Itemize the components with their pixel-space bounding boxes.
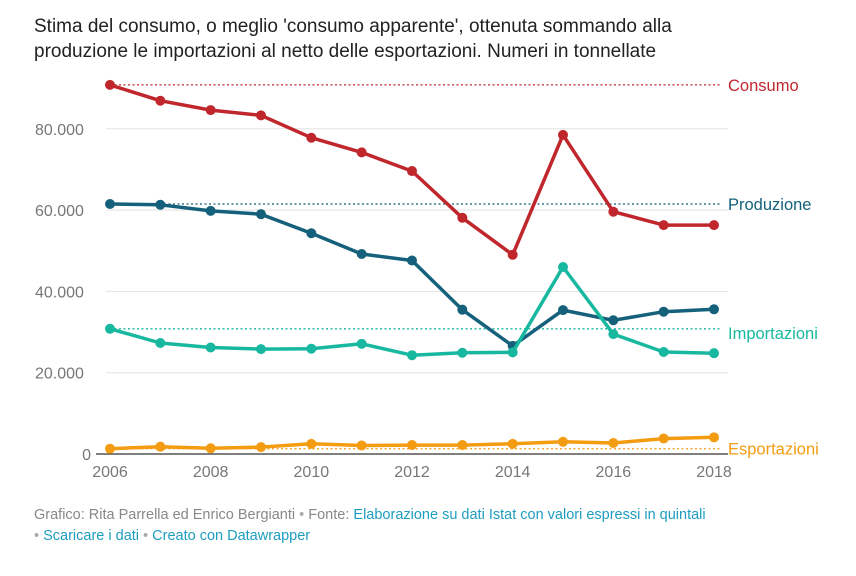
- data-point: [558, 305, 568, 316]
- data-point: [407, 440, 417, 451]
- data-point: [256, 110, 266, 121]
- data-point: [256, 442, 266, 453]
- data-point: [558, 262, 568, 272]
- y-tick-label: 20.000: [35, 366, 84, 383]
- data-point: [608, 329, 619, 340]
- data-point: [205, 443, 216, 454]
- x-tick-label: 2018: [696, 464, 732, 481]
- reference-lines: [110, 84, 722, 450]
- data-point: [155, 95, 166, 106]
- data-point: [205, 342, 216, 353]
- data-point: [407, 350, 417, 361]
- data-point: [709, 304, 719, 315]
- chart-title: Stima del consumo, o meglio 'consumo app…: [34, 14, 834, 64]
- data-point: [356, 147, 367, 158]
- data-point: [256, 344, 266, 355]
- data-point: [457, 347, 468, 358]
- data-point: [658, 433, 669, 444]
- series-produzione: [105, 198, 719, 351]
- data-point: [256, 209, 266, 220]
- data-point: [306, 343, 317, 354]
- series-line-produzione: [108, 202, 716, 348]
- footer-created-link[interactable]: Creato con Datawrapper: [152, 528, 311, 544]
- data-point: [155, 441, 166, 452]
- y-tick-label: 80.000: [35, 122, 84, 139]
- data-point: [608, 315, 619, 326]
- data-point: [407, 255, 417, 266]
- x-tick-label: 2014: [495, 464, 531, 481]
- data-point: [205, 205, 216, 216]
- chart-title-line-2: produzione le importazioni al netto dell…: [34, 41, 657, 62]
- series-lines: [105, 79, 719, 454]
- x-tick-label: 2016: [596, 464, 632, 481]
- footer-source-label: Fonte:: [308, 507, 350, 523]
- data-point: [155, 199, 166, 210]
- data-point: [658, 306, 669, 317]
- footer-credit: Grafico: Rita Parrella ed Enrico Bergian…: [34, 507, 296, 523]
- series-line-importazioni: [108, 265, 716, 357]
- footer-separator: •: [299, 507, 305, 523]
- footer-separator: •: [34, 528, 40, 544]
- chart-title-line-1: Stima del consumo, o meglio 'consumo app…: [34, 16, 672, 37]
- data-point: [608, 206, 619, 217]
- series-label-importazioni: Importazioni: [728, 325, 818, 343]
- data-point: [356, 440, 367, 451]
- x-tick-label: 2012: [394, 464, 430, 481]
- y-axis-tick-labels: 0 20.000 40.000 60.000 80.000: [35, 122, 91, 464]
- x-tick-label: 2010: [294, 464, 330, 481]
- data-point: [558, 436, 568, 447]
- data-point: [658, 346, 669, 357]
- data-point: [507, 438, 518, 449]
- gridlines: [96, 128, 728, 455]
- data-point: [507, 249, 518, 260]
- data-point: [457, 304, 468, 315]
- data-point: [105, 79, 115, 90]
- data-point: [155, 338, 166, 349]
- series-consumo: [105, 79, 719, 260]
- series-label-produzione: Produzione: [728, 196, 811, 214]
- y-tick-label: 0: [82, 447, 91, 464]
- data-point: [407, 166, 417, 177]
- data-point: [457, 212, 468, 223]
- data-point: [356, 248, 367, 259]
- data-point: [356, 338, 367, 349]
- y-tick-label: 40.000: [35, 284, 84, 301]
- data-point: [558, 129, 568, 140]
- footer-download-link[interactable]: Scaricare i dati: [43, 528, 140, 544]
- data-point: [306, 132, 317, 143]
- footer-source-link[interactable]: Elaborazione su dati Istat con valori es…: [353, 507, 706, 523]
- series-label-consumo: Consumo: [728, 77, 799, 95]
- data-point: [105, 323, 115, 334]
- data-point: [306, 438, 317, 449]
- footer-separator: •: [143, 528, 149, 544]
- data-point: [709, 220, 719, 231]
- data-point: [658, 220, 669, 231]
- data-point: [709, 348, 719, 359]
- data-point: [709, 432, 719, 443]
- data-point: [105, 443, 115, 454]
- data-point: [205, 105, 216, 116]
- series-esportazioni: [105, 432, 719, 454]
- x-tick-label: 2006: [92, 464, 128, 481]
- series-importazioni: [105, 262, 719, 361]
- chart-footer: Grafico: Rita Parrella ed Enrico Bergian…: [34, 505, 844, 547]
- series-label-esportazioni: Esportazioni: [728, 441, 819, 459]
- series-labels: Consumo Produzione Importazioni Esportazion…: [728, 77, 819, 459]
- x-axis-tick-labels: 2006 2008 2010 2012 2014 2016 2018: [92, 464, 732, 481]
- x-tick-label: 2008: [193, 464, 229, 481]
- data-point: [608, 438, 619, 449]
- data-point: [457, 440, 468, 451]
- data-point: [105, 198, 115, 209]
- y-tick-label: 60.000: [35, 203, 84, 220]
- data-point: [306, 228, 317, 239]
- data-point: [507, 347, 518, 358]
